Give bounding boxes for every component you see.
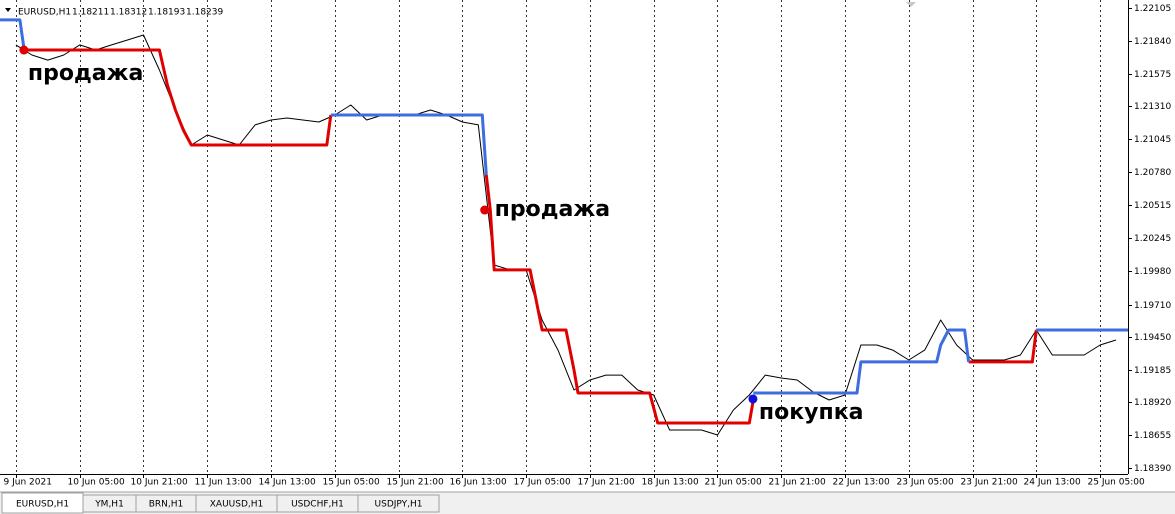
shift-marker — [906, 2, 916, 7]
x-tick-label: 15 Jun 05:00 — [323, 478, 380, 488]
signal-label: продажа — [495, 197, 610, 222]
x-tick-label: 14 Jun 13:00 — [259, 478, 316, 488]
y-tick-label: 1.18390 — [1134, 464, 1171, 474]
ohlc-low: 1.18193 — [148, 8, 185, 18]
y-tick-label: 1.20245 — [1134, 234, 1171, 244]
menu-arrow[interactable] — [5, 8, 11, 12]
signal-label: продажа — [28, 61, 143, 86]
tab-label: YM,H1 — [94, 500, 124, 510]
signal-dot — [748, 394, 758, 404]
tab[interactable]: EURUSD,H1 — [1, 492, 84, 514]
y-tick-label: 1.20515 — [1134, 201, 1171, 211]
y-tick-label: 1.19185 — [1134, 366, 1171, 376]
series-line — [330, 113, 488, 176]
y-tick-label: 1.21310 — [1134, 102, 1171, 112]
x-tick-label: 17 Jun 05:00 — [514, 478, 571, 488]
x-tick-label: 23 Jun 21:00 — [961, 478, 1018, 488]
ohlc-high: 1.18312 — [110, 8, 147, 18]
y-tick-label: 1.18655 — [1134, 431, 1171, 441]
tab[interactable]: YM,H1 — [82, 494, 137, 513]
tab[interactable]: BRN,H1 — [135, 494, 197, 513]
signal-dot — [19, 45, 29, 55]
x-tick-label: 16 Jun 13:00 — [450, 478, 507, 488]
series-line — [484, 174, 755, 425]
ohlc-close: 1.18239 — [186, 8, 223, 18]
tab-label: BRN,H1 — [149, 500, 184, 510]
tab-box — [357, 494, 440, 513]
series-line — [23, 48, 333, 147]
x-tick-label: 22 Jun 13:00 — [833, 478, 890, 488]
x-tick-label: 9 Jun 2021 — [4, 478, 52, 488]
x-tick-label: 10 Jun 05:00 — [68, 478, 125, 488]
signal-dot — [480, 205, 490, 215]
tab-label: XAUUSD,H1 — [210, 500, 264, 510]
y-tick-label: 1.18920 — [1134, 398, 1171, 408]
signal-label: покупка — [759, 400, 864, 425]
y-tick-label: 1.19980 — [1134, 267, 1171, 277]
x-tick-label: 25 Jun 05:00 — [1088, 478, 1145, 488]
symbol: EURUSD,H1 — [18, 8, 71, 18]
y-tick-label: 1.21045 — [1134, 135, 1171, 145]
tab[interactable]: XAUUSD,H1 — [195, 494, 278, 513]
series-line — [968, 329, 1038, 364]
tab-label: EURUSD,H1 — [16, 500, 69, 510]
y-tick-label: 1.22105 — [1134, 4, 1171, 14]
y-tick-label: 1.19450 — [1134, 333, 1171, 343]
tab-label: USDJPY,H1 — [375, 500, 423, 510]
y-tick-label: 1.19710 — [1134, 301, 1171, 311]
x-tick-label: 18 Jun 13:00 — [642, 478, 699, 488]
y-tick-label: 1.21840 — [1134, 37, 1171, 47]
tab[interactable]: USDJPY,H1 — [357, 494, 440, 513]
x-tick-label: 24 Jun 13:00 — [1024, 478, 1081, 488]
x-tick-label: 15 Jun 21:00 — [387, 478, 444, 488]
x-tick-label: 11 Jun 13:00 — [195, 478, 252, 488]
ohlc-open: 1.18211 — [72, 8, 109, 18]
x-tick-label: 10 Jun 21:00 — [131, 478, 188, 488]
tab[interactable]: USDCHF,H1 — [276, 494, 359, 513]
x-tick-label: 21 Jun 05:00 — [705, 478, 762, 488]
y-tick-label: 1.21575 — [1134, 70, 1171, 80]
x-tick-label: 17 Jun 21:00 — [578, 478, 635, 488]
series-line — [15, 34, 1117, 436]
x-tick-label: 23 Jun 05:00 — [897, 478, 954, 488]
series-line — [753, 328, 971, 395]
x-tick-label: 21 Jun 21:00 — [769, 478, 826, 488]
series-line — [0, 18, 26, 49]
y-tick-label: 1.20780 — [1134, 168, 1171, 178]
tab-label: USDCHF,H1 — [291, 500, 344, 510]
